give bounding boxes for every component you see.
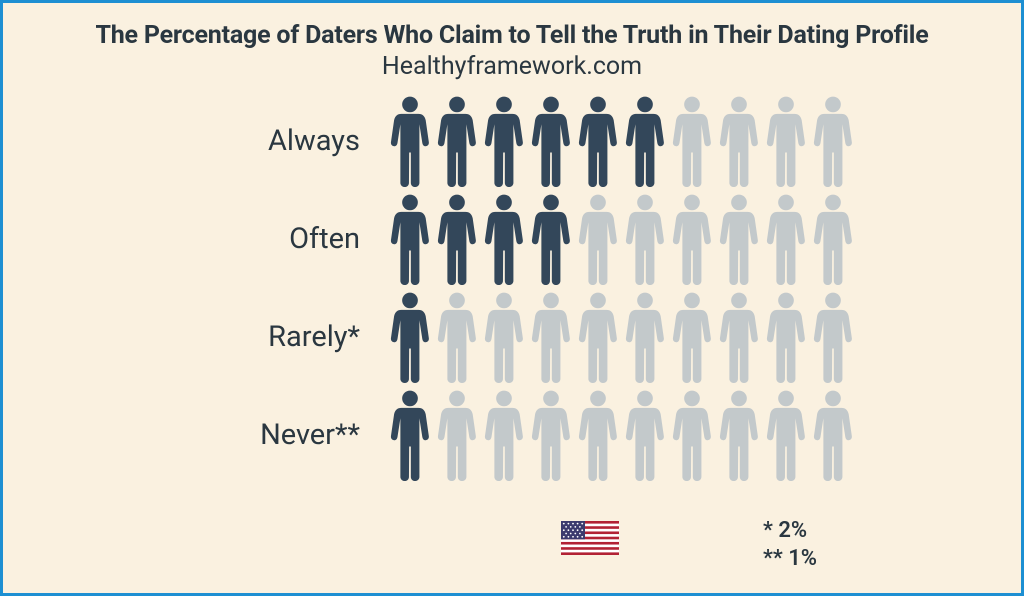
person-icon-empty (435, 389, 479, 481)
person-icon-empty (764, 95, 808, 187)
person-icon-empty (670, 95, 714, 187)
person-icon-empty (717, 389, 761, 481)
person-icon-empty (576, 389, 620, 481)
person-icon-empty (717, 95, 761, 187)
people-group (388, 193, 855, 285)
pictograph-row: Always (33, 95, 991, 187)
person-icon-empty (670, 193, 714, 285)
footnotes: * 2%** 1% (763, 517, 817, 572)
person-icon-filled (623, 95, 667, 187)
person-icon-empty (811, 193, 855, 285)
person-icon-filled (388, 389, 432, 481)
person-icon-filled (388, 193, 432, 285)
pictograph-rows: Always Often (33, 95, 991, 515)
person-icon-empty (764, 389, 808, 481)
us-flag-icon (561, 521, 619, 559)
pictograph-row: Often (33, 193, 991, 285)
people-group (388, 389, 855, 481)
person-icon-empty (670, 389, 714, 481)
row-label: Always (33, 124, 388, 158)
pictograph-row: Rarely* (33, 291, 991, 383)
row-label: Rarely* (33, 320, 388, 354)
person-icon-empty (482, 389, 526, 481)
person-icon-empty (576, 291, 620, 383)
chart-footer: * 2%** 1% (33, 515, 991, 579)
person-icon-empty (717, 193, 761, 285)
row-label: Never** (33, 418, 388, 452)
person-icon-filled (529, 193, 573, 285)
person-icon-empty (811, 291, 855, 383)
chart-subtitle: Healthyframework.com (33, 52, 991, 81)
person-icon-filled (435, 95, 479, 187)
person-icon-empty (576, 193, 620, 285)
person-icon-empty (435, 291, 479, 383)
row-label: Often (33, 222, 388, 256)
person-icon-filled (388, 95, 432, 187)
people-group (388, 291, 855, 383)
chart-frame: The Percentage of Daters Who Claim to Te… (0, 0, 1024, 596)
people-group (388, 95, 855, 187)
chart-title: The Percentage of Daters Who Claim to Te… (33, 21, 991, 50)
person-icon-filled (435, 193, 479, 285)
person-icon-empty (623, 193, 667, 285)
person-icon-filled (482, 193, 526, 285)
person-icon-empty (811, 389, 855, 481)
person-icon-filled (576, 95, 620, 187)
person-icon-empty (529, 291, 573, 383)
person-icon-empty (670, 291, 714, 383)
pictograph-row: Never** (33, 389, 991, 481)
person-icon-filled (482, 95, 526, 187)
person-icon-empty (529, 389, 573, 481)
person-icon-empty (623, 389, 667, 481)
person-icon-filled (388, 291, 432, 383)
person-icon-empty (764, 193, 808, 285)
person-icon-empty (623, 291, 667, 383)
person-icon-empty (482, 291, 526, 383)
person-icon-empty (717, 291, 761, 383)
person-icon-empty (811, 95, 855, 187)
footnote: * 2% (763, 517, 817, 545)
person-icon-empty (764, 291, 808, 383)
footnote: ** 1% (763, 545, 817, 573)
person-icon-filled (529, 95, 573, 187)
